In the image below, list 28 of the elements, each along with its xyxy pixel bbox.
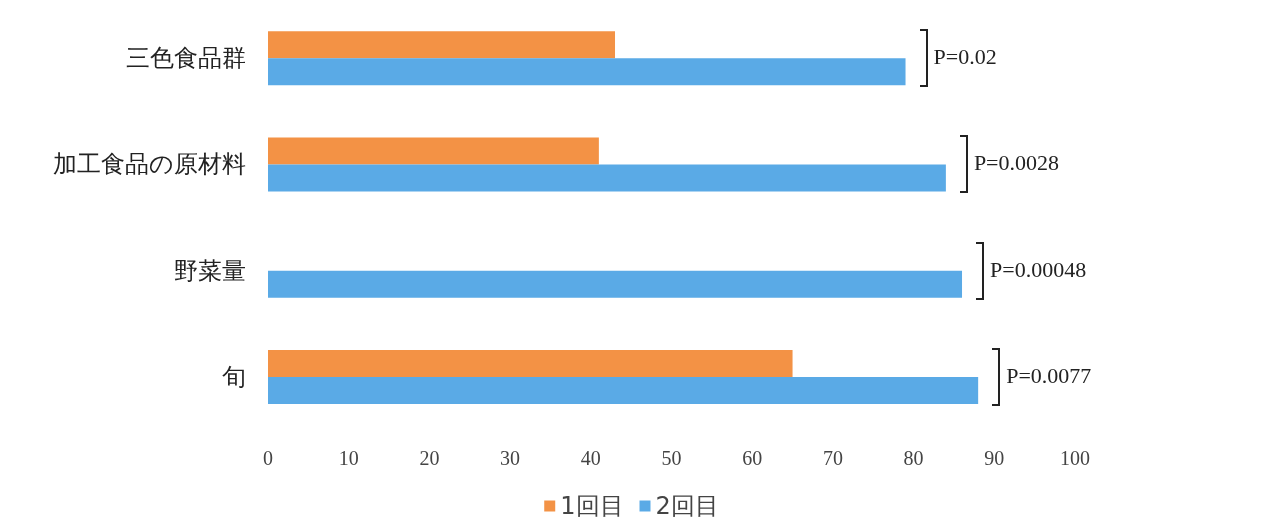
bar <box>268 164 946 192</box>
bar <box>268 31 616 59</box>
y-tick-label: 野菜量 <box>174 256 246 285</box>
x-tick-label: 30 <box>500 447 521 469</box>
x-tick-label: 10 <box>338 447 359 469</box>
bar <box>268 137 599 165</box>
x-tick-label: 80 <box>903 447 924 469</box>
x-tick-label: 70 <box>822 447 843 469</box>
bar <box>268 376 979 404</box>
x-tick-label: 50 <box>661 447 682 469</box>
annotation: P=0.0028 <box>973 150 1060 177</box>
y-tick-label: 加工食品の原材料 <box>53 150 246 179</box>
x-tick-label: 60 <box>742 447 763 469</box>
x-tick-label: 20 <box>419 447 440 469</box>
x-tick-label: 90 <box>984 447 1005 469</box>
annotation: P=0.00048 <box>990 256 1087 283</box>
bar <box>268 270 963 298</box>
annotation: P=0.02 <box>933 44 997 71</box>
bar <box>268 58 906 86</box>
legend-label: 2回目 <box>655 492 719 520</box>
y-tick-label: 旬 <box>222 362 246 391</box>
annotation: P=0.0077 <box>1006 362 1092 389</box>
x-tick-label: 100 <box>1060 447 1090 469</box>
legend-label: 1回目 <box>560 492 624 520</box>
y-tick-label: 三色食品群 <box>126 44 246 73</box>
x-tick-label: 0 <box>263 447 273 469</box>
bar <box>268 349 793 377</box>
x-tick-label: 40 <box>580 447 601 469</box>
